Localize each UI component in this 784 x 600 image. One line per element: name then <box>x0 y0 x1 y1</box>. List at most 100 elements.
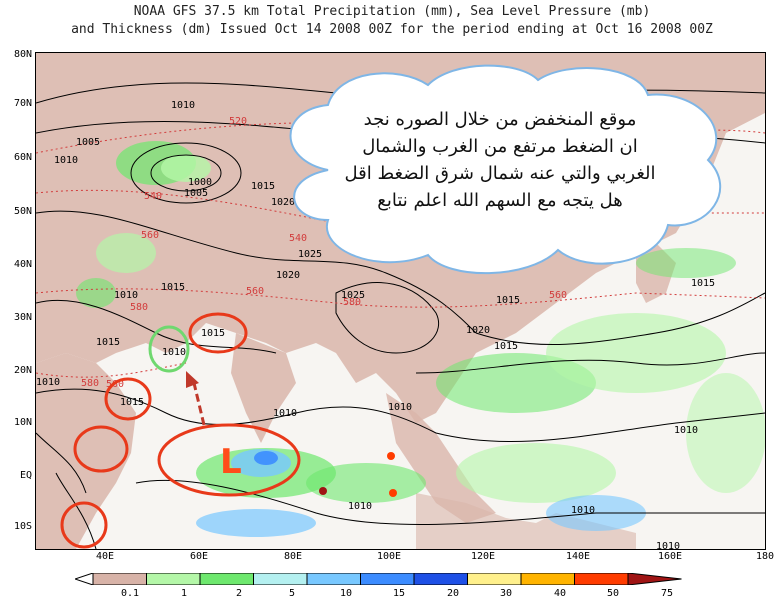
legend-label: 1 <box>180 588 188 599</box>
thickness-label: 560 <box>246 286 264 297</box>
legend-cell <box>306 573 361 585</box>
isobar-label: 1005 <box>76 137 100 148</box>
map-title-line1: NOAA GFS 37.5 km Total Precipitation (mm… <box>133 4 651 19</box>
isobar-label: 1010 <box>348 501 372 512</box>
callout-line-4: هل يتجه مع السهم الله اعلم نتابع <box>377 190 623 211</box>
lon-label-80e: 80E <box>283 551 303 562</box>
land-sea-asia <box>386 393 496 523</box>
thickness-label: 540 <box>144 191 162 202</box>
isobar-label: 1015 <box>691 278 715 289</box>
lat-label-eq: EQ <box>19 470 32 481</box>
legend-label: 30 <box>499 588 513 599</box>
legend-cell <box>253 573 308 585</box>
legend-cell <box>627 573 682 585</box>
lat-label-60n: 60N <box>13 152 32 163</box>
legend-label: 15 <box>392 588 406 599</box>
lon-label-60e: 60E <box>189 551 209 562</box>
lat-label-20n: 20N <box>13 365 32 376</box>
legend-label: 40 <box>553 588 567 599</box>
legend-label: 10 <box>339 588 353 599</box>
legend-label: 50 <box>606 588 620 599</box>
land-africa <box>36 353 136 549</box>
lat-label-10s: 10S <box>13 521 32 532</box>
map-title-line2: and Thickness (dm) Issued Oct 14 2008 00… <box>71 22 713 37</box>
lat-label-50n: 50N <box>13 206 32 217</box>
isobar-label: 1020 <box>271 197 295 208</box>
legend-label: 5 <box>288 588 296 599</box>
legend-cell <box>146 573 201 585</box>
lon-label-140e: 140E <box>565 551 591 562</box>
isobar-label: 1015 <box>201 328 225 339</box>
thickness-label: 520 <box>229 116 247 127</box>
callout-line-1: موقع المنخفض من خلال الصوره نجد <box>363 109 637 130</box>
isobar-label: 1015 <box>496 295 520 306</box>
thickness-label: 580 <box>130 302 148 313</box>
isobar-label: 1000 <box>188 177 212 188</box>
isobar-label: 1015 <box>251 181 275 192</box>
isobar-label: 1010 <box>571 505 595 516</box>
lon-label-120e: 120E <box>470 551 496 562</box>
thickness-label: 540 <box>289 233 307 244</box>
isobar-label: 1010 <box>54 155 78 166</box>
isobar-label: 1010 <box>171 100 195 111</box>
precipitation-areas <box>76 141 765 537</box>
red-circle-low <box>157 423 301 497</box>
isobar-label: 1025 <box>298 249 322 260</box>
legend-label: 75 <box>660 588 674 599</box>
isobar-label: 1015 <box>120 397 144 408</box>
red-circle-1015-10s <box>60 501 108 549</box>
land-india <box>231 333 296 443</box>
land-indonesia <box>416 493 636 549</box>
red-circle-1015-30n <box>188 312 248 354</box>
isobar-label: 1015 <box>96 337 120 348</box>
isobar-labels: 1010 1005 1000 1005 1010 1015 1020 1025 … <box>36 100 715 549</box>
legend-cell <box>199 573 254 585</box>
lon-label-160e: 160E <box>657 551 683 562</box>
isobar-label: 1020 <box>276 270 300 281</box>
thickness-label: 560 <box>549 290 567 301</box>
isobar-label: 1010 <box>114 290 138 301</box>
thickness-labels: 520 540 560 560 580 560 580 580 540 560 <box>81 116 567 390</box>
lat-label-10n: 10N <box>13 417 32 428</box>
lon-label-100e: 100E <box>376 551 402 562</box>
green-circle-1010 <box>148 325 190 373</box>
legend-label: 20 <box>446 588 460 599</box>
legend-label: 0.1 <box>120 588 140 599</box>
isobar-label: 1010 <box>388 402 412 413</box>
lat-label-30n: 30N <box>13 312 32 323</box>
isobar-label: 1010 <box>36 377 60 388</box>
red-circle-1015-15n <box>104 377 152 421</box>
legend-cell <box>92 573 147 585</box>
cloud-callout <box>289 64 722 275</box>
legend-cell <box>467 573 522 585</box>
isobar-label: 1010 <box>162 347 186 358</box>
thickness-label: 580 <box>343 297 361 308</box>
direction-arrow <box>186 371 206 426</box>
lat-label-80n: 80N <box>13 49 32 60</box>
legend-cell <box>360 573 415 585</box>
legend-cell <box>520 573 575 585</box>
red-circle-1015-10n <box>73 425 129 473</box>
lon-label-40e: 40E <box>95 551 115 562</box>
precip-legend-bar <box>75 573 682 585</box>
lat-label-40n: 40N <box>13 259 32 270</box>
legend-cell <box>574 573 629 585</box>
isobar-label: 1025 <box>341 290 365 301</box>
legend-cell <box>413 573 468 585</box>
low-pressure-marker: L <box>220 442 242 482</box>
isobar-label: 1010 <box>273 408 297 419</box>
isobar-label: 1005 <box>184 188 208 199</box>
isobar-label: 1010 <box>674 425 698 436</box>
legend-label: 2 <box>235 588 243 599</box>
thickness-label: 580 <box>81 378 99 389</box>
legend-cell-low <box>75 573 94 585</box>
isobar-label: 1010 <box>656 541 680 549</box>
annotation-circles <box>60 312 301 549</box>
isobar-label: 1015 <box>494 341 518 352</box>
thickness-label: 560 <box>141 230 159 241</box>
lon-label-180: 180 <box>755 551 775 562</box>
isobar-label: 1020 <box>466 325 490 336</box>
callout-line-2: ان الضغط مرتفع من الغرب والشمال <box>362 136 638 157</box>
isobar-label: 1015 <box>161 282 185 293</box>
callout-line-3: الغربي والتي عنه شمال شرق الضغط اقل <box>344 163 656 184</box>
